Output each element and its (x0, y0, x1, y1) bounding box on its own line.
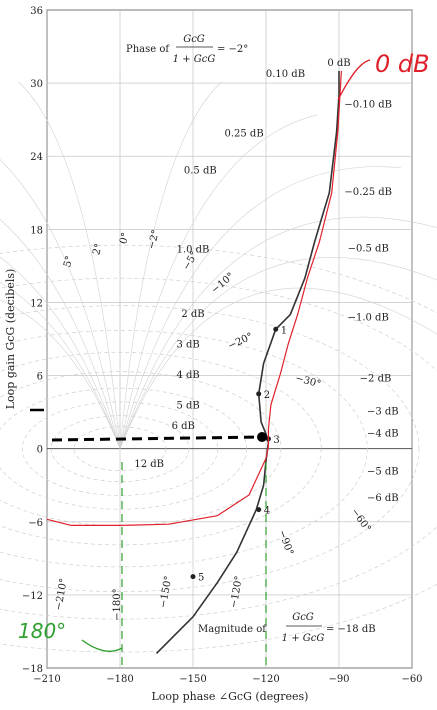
loop-response-line (155, 70, 340, 654)
phase-contour (119, 216, 437, 449)
magnitude-title: Magnitude of GcG 1 + GcG = −18 dB (198, 612, 376, 644)
magnitude-label: 0.25 dB (224, 129, 263, 140)
magnitude-label: 5 dB (176, 400, 199, 411)
x-tick-label: −60 (401, 674, 422, 685)
magnitude-label: 6 dB (172, 421, 195, 432)
phase-contour (119, 257, 437, 449)
hand-0db-label: 0 dB (375, 50, 430, 78)
phase-contour (0, 299, 121, 449)
magnitude-label: 12 dB (134, 459, 164, 470)
y-tick-label: 0 (37, 445, 43, 456)
y-axis-title: Loop gain GcG (decibels) (4, 269, 17, 410)
frequency-marker (273, 326, 279, 332)
phase-contour (0, 257, 121, 449)
magnitude-label: −2 dB (360, 374, 392, 385)
phase-label: −180° (112, 588, 123, 620)
phase-contour (119, 287, 437, 449)
phase-label: 5° (62, 255, 76, 269)
phase-label: 0° (118, 232, 132, 246)
phase-title: Phase of GcG 1 + GcG = −2° (126, 34, 248, 65)
phase-title-prefix: Phase of (126, 44, 170, 55)
magnitude-contour (0, 330, 368, 568)
hand-dot (257, 432, 267, 442)
y-tick-label: 36 (30, 6, 43, 17)
frequency-marker-label: 5 (198, 573, 204, 584)
magnitude-title-num: GcG (292, 612, 314, 623)
magnitude-label: −6 dB (367, 493, 399, 504)
phase-title-value: = −2° (217, 44, 248, 55)
y-tick-label: −12 (22, 591, 43, 602)
phase-contour (119, 81, 222, 449)
phase-contour (0, 219, 121, 449)
magnitude-label: 1.0 dB (177, 244, 210, 255)
x-tick-label: −90 (328, 674, 349, 685)
magnitude-label: −0.25 dB (344, 187, 392, 198)
y-tick-label: −18 (22, 664, 43, 675)
magnitude-label: 0.5 dB (184, 165, 217, 176)
x-tick-label: −210 (33, 674, 60, 685)
phase-label: 2° (91, 242, 105, 256)
magnitude-label: −4 dB (367, 428, 399, 439)
magnitude-label: 0.10 dB (266, 69, 305, 80)
hand-180-label: 180° (18, 619, 66, 643)
y-tick-label: −6 (28, 518, 43, 529)
frequency-marker-label: 1 (281, 325, 287, 336)
phase-contour (0, 282, 121, 449)
plot-frame (46, 9, 413, 669)
x-axis-title: Loop phase ∠GcG (degrees) (152, 690, 309, 703)
frequency-marker (190, 574, 196, 580)
frequency-marker-label: 4 (264, 506, 270, 517)
y-tick-label: 12 (30, 298, 43, 309)
magnitude-title-den: 1 + GcG (282, 633, 325, 644)
magnitude-contour-labels: 0 dB 0.10 dB −0.10 dB 0.25 dB −0.25 dB 0.5 dB… (134, 58, 398, 504)
y-tick-label: 6 (37, 372, 43, 383)
magnitude-label: −5 dB (367, 466, 399, 477)
phase-title-den: 1 + GcG (173, 54, 216, 65)
magnitude-title-prefix: Magnitude of (198, 624, 267, 635)
y-tick-label: 30 (30, 79, 43, 90)
hand-annotations: 0 dB 180° (18, 50, 430, 668)
magnitude-label: −3 dB (367, 407, 399, 418)
magnitude-title-value: = −18 dB (326, 624, 376, 635)
phase-title-num: GcG (183, 34, 205, 45)
phase-label: −2° (146, 229, 162, 251)
phase-contour (18, 81, 121, 449)
series-group: 1 2 3 4 5 (46, 70, 342, 654)
magnitude-label: −0.5 dB (348, 243, 389, 254)
magnitude-label: 4 dB (176, 370, 199, 381)
phase-contour (119, 166, 402, 449)
magnitude-label: 2 dB (181, 309, 204, 320)
phase-contour (0, 159, 121, 449)
hand-dashed-line (51, 435, 263, 442)
y-axis-ticks: −18 −12 −6 0 6 12 18 24 30 36 (22, 6, 43, 675)
magnitude-label: 3 dB (176, 340, 199, 351)
hand-arrow-180 (81, 639, 123, 652)
x-tick-label: −180 (106, 674, 133, 685)
x-axis-ticks: −210 −180 −150 −120 −90 −60 (33, 674, 422, 685)
compensated-response-line (46, 70, 342, 526)
x-tick-label: −150 (179, 674, 206, 685)
frequency-marker-label: 3 (273, 435, 279, 446)
frequency-marker (256, 391, 262, 397)
phase-contour (119, 114, 318, 449)
y-tick-label: 24 (30, 152, 43, 163)
constant-contours (0, 70, 437, 653)
hand-arrow-0db (337, 59, 371, 101)
y-tick-label: 18 (30, 225, 43, 236)
x-tick-label: −120 (252, 674, 279, 685)
magnitude-label: −1.0 dB (348, 313, 389, 324)
magnitude-label: −0.10 dB (344, 99, 392, 110)
magnitude-contour (0, 387, 247, 510)
frequency-marker (256, 507, 262, 513)
magnitude-label: 0 dB (327, 58, 350, 69)
frequency-marker-label: 2 (264, 390, 270, 401)
